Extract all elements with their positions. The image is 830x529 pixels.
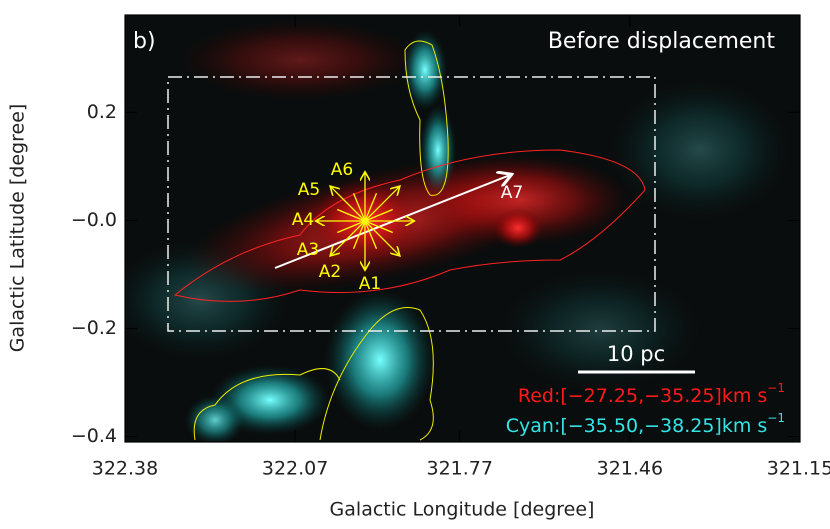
outflow-arrow bbox=[364, 187, 399, 222]
outflow-arrow bbox=[364, 193, 378, 222]
scale-bar-label: 10 pc bbox=[607, 342, 665, 366]
arrow-label: A6 bbox=[331, 160, 353, 180]
arrow-label: A2 bbox=[319, 262, 341, 282]
arrow-label: A5 bbox=[298, 180, 320, 200]
x-tick-label: 321.15 bbox=[767, 458, 830, 480]
y-tick-label: −0.2 bbox=[71, 317, 117, 339]
y-axis-label: Galactic Latitude [degree] bbox=[7, 104, 29, 353]
arrow-label: A4 bbox=[292, 210, 314, 230]
x-axis-label: Galactic Longitude [degree] bbox=[330, 499, 595, 521]
legend-unit-power: −1 bbox=[767, 381, 785, 395]
x-tick-label: 322.07 bbox=[262, 458, 328, 480]
map-image bbox=[125, 15, 800, 442]
x-tick-label: 321.46 bbox=[597, 458, 663, 480]
outflow-arrow bbox=[364, 208, 393, 222]
y-tick-label: −0.4 bbox=[71, 425, 117, 447]
outflow-arrow bbox=[352, 220, 366, 249]
x-tick-label: 322.38 bbox=[92, 458, 158, 480]
outflow-arrow bbox=[337, 208, 366, 222]
legend-entry: Red:[−27.25,−35.25]km s−1 bbox=[518, 381, 785, 407]
y-tick-label: 0.2 bbox=[87, 101, 117, 123]
outflow-arrow bbox=[331, 220, 366, 255]
chart-title: Before displacement bbox=[548, 29, 776, 54]
arrow-label: A7 bbox=[501, 183, 523, 203]
outflow-arrow bbox=[337, 220, 366, 234]
x-tick-label: 321.77 bbox=[427, 458, 493, 480]
y-tick-label: −0.0 bbox=[71, 209, 117, 231]
plot-frame bbox=[124, 14, 801, 443]
outflow-arrow bbox=[352, 193, 366, 222]
arrow-label: A1 bbox=[359, 274, 381, 294]
outflow-arrow bbox=[364, 220, 399, 255]
legend-label: Cyan:[−35.50,−38.25]km s bbox=[506, 415, 768, 437]
panel-label: b) bbox=[133, 29, 156, 54]
arrow-label: A3 bbox=[297, 240, 319, 260]
legend-label: Red:[−27.25,−35.25]km s bbox=[518, 385, 767, 407]
legend-entry: Cyan:[−35.50,−38.25]km s−1 bbox=[506, 411, 785, 437]
outflow-arrow bbox=[364, 220, 393, 234]
legend-unit-power: −1 bbox=[767, 411, 785, 425]
outflow-arrow bbox=[364, 220, 378, 249]
outflow-arrow bbox=[331, 187, 366, 222]
